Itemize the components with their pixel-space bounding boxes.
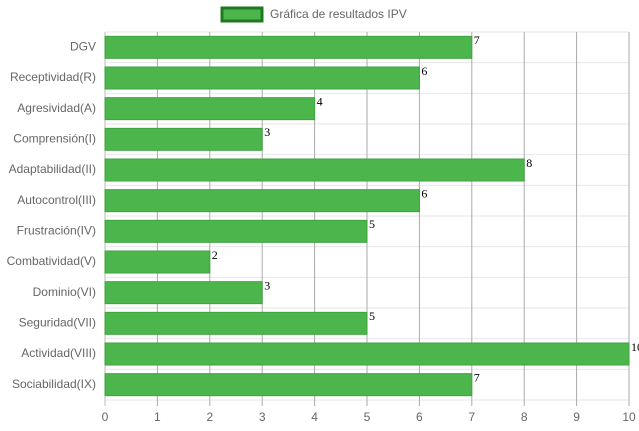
- x-tick-label: 3: [259, 410, 266, 424]
- bar: [104, 250, 211, 274]
- legend-swatch: [220, 6, 264, 23]
- bar: [104, 281, 263, 305]
- value-label: 5: [369, 217, 375, 231]
- y-tick-label: Receptividad(R): [10, 70, 96, 84]
- y-tick-label: Dominio(VI): [33, 285, 96, 299]
- bar: [104, 97, 316, 121]
- value-label: 4: [317, 94, 323, 108]
- x-tick-label: 6: [416, 410, 423, 424]
- value-label: 10: [631, 340, 639, 354]
- value-label: 8: [526, 156, 532, 170]
- value-label: 6: [421, 64, 427, 78]
- bar: [104, 311, 368, 335]
- x-tick-label: 9: [573, 410, 580, 424]
- value-label: 7: [474, 33, 480, 47]
- y-tick-label: Agresividad(A): [17, 101, 96, 115]
- x-tick-label: 4: [311, 410, 318, 424]
- value-label: 3: [264, 125, 270, 139]
- x-tick-label: 7: [468, 410, 475, 424]
- value-label: 5: [369, 309, 375, 323]
- y-tick-label: Comprensión(I): [13, 132, 96, 146]
- y-tick-label: Actividad(VIII): [21, 346, 96, 360]
- x-tick-label: 5: [364, 410, 371, 424]
- y-tick-label: Adaptabilidad(II): [9, 162, 96, 176]
- bar: [104, 373, 473, 397]
- x-tick-label: 1: [154, 410, 161, 424]
- legend-label: Gráfica de resultados IPV: [270, 7, 407, 21]
- value-label: 3: [264, 278, 270, 292]
- bar: [104, 66, 420, 90]
- y-tick-label: Seguridad(VII): [19, 316, 96, 330]
- value-label: 6: [421, 186, 427, 200]
- bar: [104, 219, 368, 243]
- x-tick-label: 10: [622, 410, 636, 424]
- bar: [104, 158, 525, 182]
- x-tick-label: 8: [521, 410, 528, 424]
- y-tick-label: Combatividad(V): [7, 254, 96, 268]
- x-tick-label: 2: [206, 410, 213, 424]
- y-tick-label: Autocontrol(III): [17, 193, 96, 207]
- bar: [104, 127, 263, 151]
- bar: [104, 35, 473, 59]
- value-label: 7: [474, 370, 480, 384]
- x-tick-label: 0: [102, 410, 109, 424]
- y-tick-label: DGV: [70, 40, 96, 54]
- bar: [104, 189, 420, 213]
- bar: [104, 342, 630, 366]
- y-tick-label: Sociabilidad(IX): [12, 377, 96, 391]
- value-label: 2: [212, 248, 218, 262]
- y-tick-label: Frustración(IV): [17, 224, 96, 238]
